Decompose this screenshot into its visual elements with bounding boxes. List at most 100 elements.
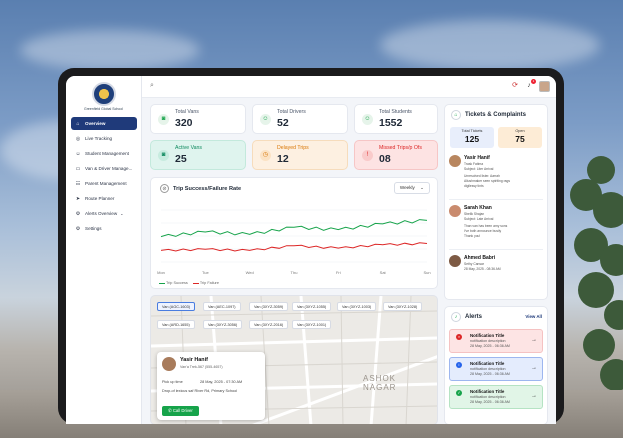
- sidebar-item-student-management[interactable]: ☺ Student Management: [71, 147, 137, 160]
- van-icon: ▭: [75, 165, 81, 172]
- divider: [449, 199, 543, 200]
- sidebar-item-label: Live Tracking: [85, 136, 113, 141]
- van-icon: ◙: [158, 150, 169, 161]
- total-tickets-box[interactable]: Total Tickets 125: [450, 127, 494, 148]
- driver-name: Yasir Hanif: [180, 357, 208, 363]
- van-chip[interactable]: Van (3XYZ-1003): [337, 302, 377, 311]
- open-tickets-box[interactable]: Open 75: [498, 127, 542, 148]
- van-chip[interactable]: Van (3XYZ-1055): [292, 302, 332, 311]
- legend-success: Trip Success: [166, 281, 188, 285]
- sidebar-item-label: Overview: [85, 121, 106, 126]
- search-icon[interactable]: ⌕: [150, 82, 154, 89]
- map-area-label-line-1: ASHOK: [363, 374, 397, 383]
- alert-item[interactable]: i Notification Title notification descri…: [449, 357, 543, 381]
- sidebar-item-label: Alerts Overview: [85, 211, 118, 216]
- stat-delayed-trips: ◷ Delayed Trips 12: [252, 140, 348, 170]
- stat-total-students: ☺ Total Students 1552: [354, 104, 438, 134]
- view-all-link[interactable]: View All: [525, 314, 542, 319]
- refresh-icon[interactable]: ⟳: [512, 82, 518, 89]
- sidebar-item-van-driver[interactable]: ▭ Van & Driver Manage...: [71, 162, 137, 175]
- alert-icon: ⚙: [75, 210, 81, 217]
- alert-bell-icon: ♪: [451, 312, 461, 322]
- complaint-item[interactable]: Ahmed Babri Sethy Cansar 28 May, 2025 - …: [449, 255, 543, 285]
- complaint-subject: Subject: Liter Arrival: [464, 167, 494, 171]
- sidebar-item-label: Van & Driver Manage...: [85, 166, 133, 171]
- period-select[interactable]: Weekly ⌄: [393, 182, 430, 194]
- sidebar-item-label: Settings: [85, 226, 102, 231]
- stat-value: 25: [175, 153, 187, 165]
- pickup-value: 28 May, 2025 - 07:30 AM: [200, 380, 243, 384]
- complaint-text: I've both announce busily: [464, 229, 502, 233]
- logo-text: Greenfield Global School: [84, 107, 123, 111]
- alerts-panel: ♪ Alerts View All × Notification Title n…: [444, 306, 548, 424]
- open-tickets-value: 75: [515, 134, 525, 144]
- call-driver-button[interactable]: ✆ Call Driver: [162, 406, 199, 416]
- stat-label: Delayed Trips: [277, 145, 309, 151]
- bell-icon[interactable]: ♪ 1: [527, 79, 536, 89]
- ticket-icon: ⌂: [451, 110, 461, 120]
- line-chart: Mon Tue Wed Thu Fri Sat Sun: [157, 209, 431, 275]
- stat-value: 12: [277, 153, 289, 165]
- sidebar-item-label: Route Planner: [85, 196, 115, 201]
- notification-badge: 1: [531, 79, 536, 84]
- x-tick-label: Fri: [336, 270, 341, 275]
- stat-label: Total Vans: [175, 109, 199, 115]
- sidebar-item-route-planner[interactable]: ➤ Route Planner: [71, 192, 137, 205]
- clock-icon: ◷: [260, 150, 271, 161]
- sidebar-item-settings[interactable]: ⚙ Settings: [71, 222, 137, 235]
- complaint-time: 28 May, 2025 - 08:36 AM: [464, 267, 501, 271]
- sidebar-item-live-tracking[interactable]: ◎ Live Tracking: [71, 132, 137, 145]
- alert-time: 28 May, 2025 - 06:36 AM: [470, 344, 510, 348]
- alert-title: Notification Title: [470, 389, 505, 394]
- complaint-text: Than van has been amy sons: [464, 224, 508, 228]
- legend-failure: Trip Failure: [199, 281, 219, 285]
- complaint-text: Aliushmaker seen sptriting rags: [464, 179, 510, 183]
- alert-item[interactable]: × Notification Title notification descri…: [449, 329, 543, 353]
- stat-value: 52: [277, 117, 289, 129]
- location-icon: ◎: [75, 135, 81, 142]
- student-icon: ☺: [75, 150, 81, 157]
- van-chip[interactable]: Van (3XYZ-3059): [249, 302, 289, 311]
- chart-legend: Trip Success Trip Failure: [159, 281, 219, 285]
- stat-total-drivers: ☺ Total Drivers 52: [252, 104, 348, 134]
- van-chip[interactable]: Van (3XYZ-3056): [203, 320, 243, 329]
- tree-foliage: [570, 156, 623, 391]
- van-chip[interactable]: Van (AEC-1097): [203, 302, 241, 311]
- complainant-role: Trask Fatima: [464, 162, 484, 166]
- student-icon: ☺: [362, 114, 373, 125]
- chart-icon: ⊘: [160, 184, 169, 193]
- stat-active-vans: ◙ Active Vans 25: [150, 140, 246, 170]
- phone-icon: ✆: [168, 408, 172, 413]
- van-chip[interactable]: Van (3XYZ-1028): [383, 302, 423, 311]
- sidebar-item-parent-management[interactable]: ☷ Parent Management: [71, 177, 137, 190]
- driver-icon: ☺: [260, 114, 271, 125]
- complainant-avatar: [449, 155, 461, 167]
- chevron-down-icon: ⌄: [120, 211, 124, 216]
- topbar: ⌕ ⟳ ♪ 1: [142, 76, 556, 98]
- sidebar-item-overview[interactable]: ⌂ Overview: [71, 117, 137, 130]
- live-map[interactable]: ASHOK NAGAR Van (AGC-1603) Van (AEC-1097…: [150, 295, 438, 424]
- gear-icon: ⚙: [75, 225, 81, 232]
- complaint-item[interactable]: Sarah Khan Sbelik Shajan Subject: Late A…: [449, 205, 543, 251]
- home-icon: ⌂: [76, 120, 80, 127]
- alert-item[interactable]: ✓ Notification Title notification descri…: [449, 385, 543, 409]
- complainant-name: Ahmed Babri: [464, 255, 496, 261]
- stat-missed-trips: ! Missed Trips/p Ofs 08: [354, 140, 438, 170]
- school-logo: [91, 82, 116, 106]
- stat-label: Missed Trips/p Ofs: [379, 145, 422, 151]
- chevron-down-icon: ⌄: [420, 185, 424, 190]
- van-chip[interactable]: Van (ARD-1655): [157, 320, 195, 329]
- sidebar-item-alerts-overview[interactable]: ⚙ Alerts Overview ⌄: [71, 207, 137, 220]
- parent-icon: ☷: [75, 180, 81, 187]
- complainant-name: Sarah Khan: [464, 205, 492, 211]
- user-avatar[interactable]: [539, 81, 550, 92]
- stat-value: 1552: [379, 117, 403, 129]
- van-chip[interactable]: Van (3XYZ-1001): [292, 320, 332, 329]
- total-tickets-value: 125: [464, 134, 480, 144]
- tickets-panel: ⌂ Tickets & Complaints Total Tickets 125…: [444, 104, 548, 300]
- van-chip[interactable]: Van (3XYZ-2016): [249, 320, 289, 329]
- complainant-avatar: [449, 205, 461, 217]
- complaint-item[interactable]: Yasir Hanif Trask Fatima Subject: Liter …: [449, 155, 543, 201]
- van-chip[interactable]: Van (AGC-1603): [157, 302, 195, 311]
- alert-title: Notification Title: [470, 333, 505, 338]
